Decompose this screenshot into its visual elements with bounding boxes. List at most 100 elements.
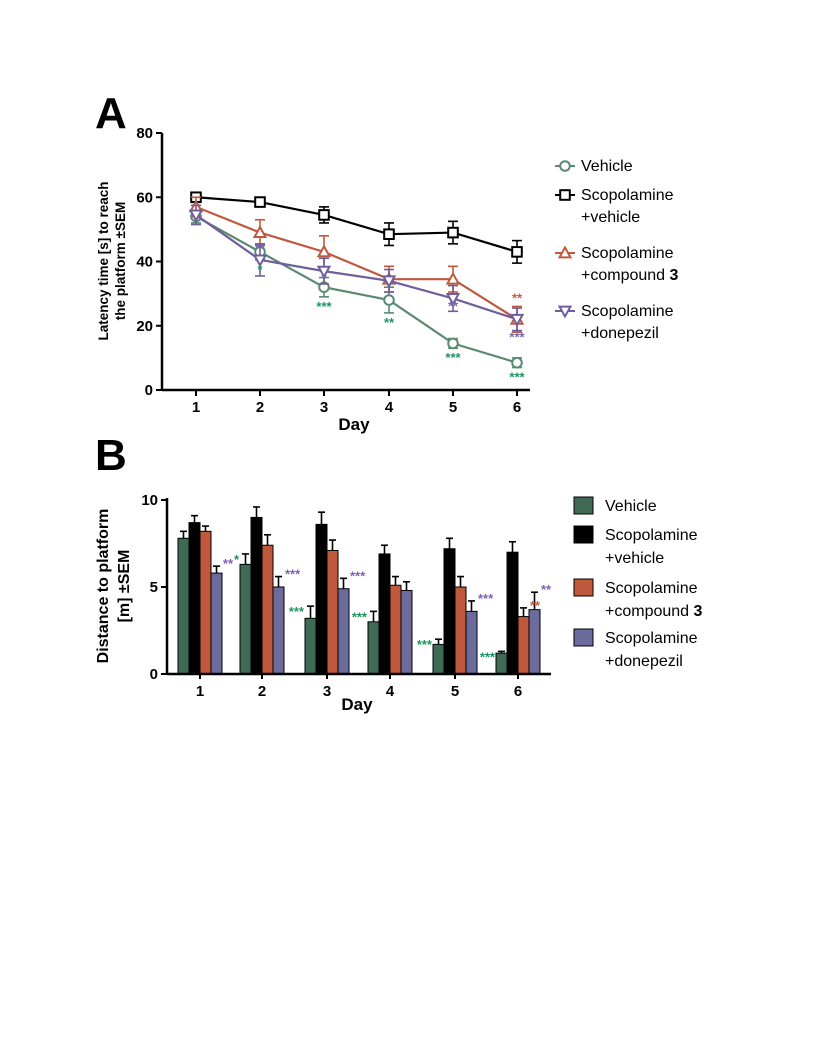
significance-label: *** [417,637,433,652]
panel-a-line-chart: A 0 20 40 60 80 1 2 3 4 5 6 Day Latency time [s] to … [95,89,679,434]
series-line [195,214,518,321]
legend-label: Scopolamine [581,303,674,320]
y-tick-label: 10 [141,492,158,509]
legend-label: +vehicle [581,209,640,226]
y-tick-label: 20 [136,318,153,335]
legend-label: Scopolamine [605,580,698,597]
x-tick-label: 6 [514,683,522,700]
bar [177,537,190,675]
bar [400,589,413,675]
significance-label: *** [445,350,461,365]
legend-marker [559,189,571,201]
significance-label: * [234,552,240,567]
data-point [447,226,459,239]
significance-label: *** [478,591,494,606]
bar [337,588,350,675]
significance-label: ** [541,582,552,597]
bar [199,530,212,675]
legend-label: Scopolamine [581,187,674,204]
bar [239,563,252,675]
legend-label: Vehicle [605,498,657,515]
data-point [254,196,266,208]
y-tick-label: 40 [136,254,153,271]
legend-swatch [573,496,594,515]
panel-a-letter: A [95,89,127,138]
legend-label: +vehicle [605,550,664,567]
significance-label: * [257,262,263,277]
x-tick-label: 2 [256,399,264,416]
significance-label: *** [289,604,305,619]
y-tick-label: 5 [150,579,158,596]
series-line [195,205,518,321]
legend-label: +donepezil [581,325,659,342]
x-tick-label: 1 [196,683,204,700]
legend-label: +donepezil [605,653,683,670]
y-tick-label: 0 [145,382,153,399]
x-tick-label: 1 [192,399,200,416]
bar [315,523,328,675]
bar [443,548,456,675]
legend-swatch [573,578,594,597]
significance-label: ** [448,298,459,313]
bar [210,572,223,675]
data-point [381,275,397,289]
data-point [447,337,459,350]
legend-swatch [573,628,594,647]
bar [389,584,402,675]
bar [378,553,391,675]
series-line [195,196,518,253]
legend-label: Scopolamine [581,245,674,262]
data-point [318,209,330,221]
legend-label: Vehicle [581,158,633,175]
legend-label: +compound 3 [605,603,703,620]
legend-label: Scopolamine [605,630,698,647]
legend-label: +compound 3 [581,267,679,284]
data-point [511,246,523,258]
significance-label: ** [255,240,266,255]
bar [261,544,274,675]
significance-label: *** [480,649,496,664]
panel-b-letter: B [95,431,127,480]
legend-marker [557,245,573,259]
y-tick-label: 0 [150,666,158,683]
significance-label: ** [530,598,541,613]
data-point [252,225,268,238]
x-tick-label: 4 [386,683,395,700]
x-tick-label: 3 [323,683,331,700]
legend-marker [557,305,573,319]
data-point [383,228,395,240]
legend-marker [559,160,571,172]
data-point [511,356,523,369]
significance-label: *** [352,609,368,624]
bar [517,616,530,675]
bar [465,610,478,675]
bar [506,551,519,675]
bar [304,617,317,675]
data-point [316,244,332,258]
bar [367,621,380,675]
legend-label: Scopolamine [605,527,698,544]
y-tick-label: 60 [136,189,153,206]
significance-label: *** [316,299,332,314]
bar [326,549,339,675]
significance-label: *** [350,568,366,583]
significance-label: ** [384,315,395,330]
x-tick-label: 5 [449,399,457,416]
legend-swatch [573,525,594,544]
x-axis-title: Day [341,695,373,714]
significance-label: *** [509,329,525,344]
bar [272,586,285,675]
bar [188,522,201,675]
data-point [445,271,461,285]
y-axis-title: Latency time [s] to reach the platform ±S… [96,181,128,340]
y-axis-title: Distance to platform [m] ±SEM [95,509,133,664]
x-tick-label: 6 [513,399,521,416]
panel-b-bar-chart: B 0 5 10 1 2 3 4 5 6 Day Distance to platform [m] ±… [95,431,703,714]
bar [432,643,445,675]
bar [528,609,541,675]
significance-label: ** [223,556,234,571]
significance-label: ** [512,290,523,305]
x-tick-label: 2 [258,683,266,700]
series-line [195,215,518,364]
bar [454,586,467,675]
